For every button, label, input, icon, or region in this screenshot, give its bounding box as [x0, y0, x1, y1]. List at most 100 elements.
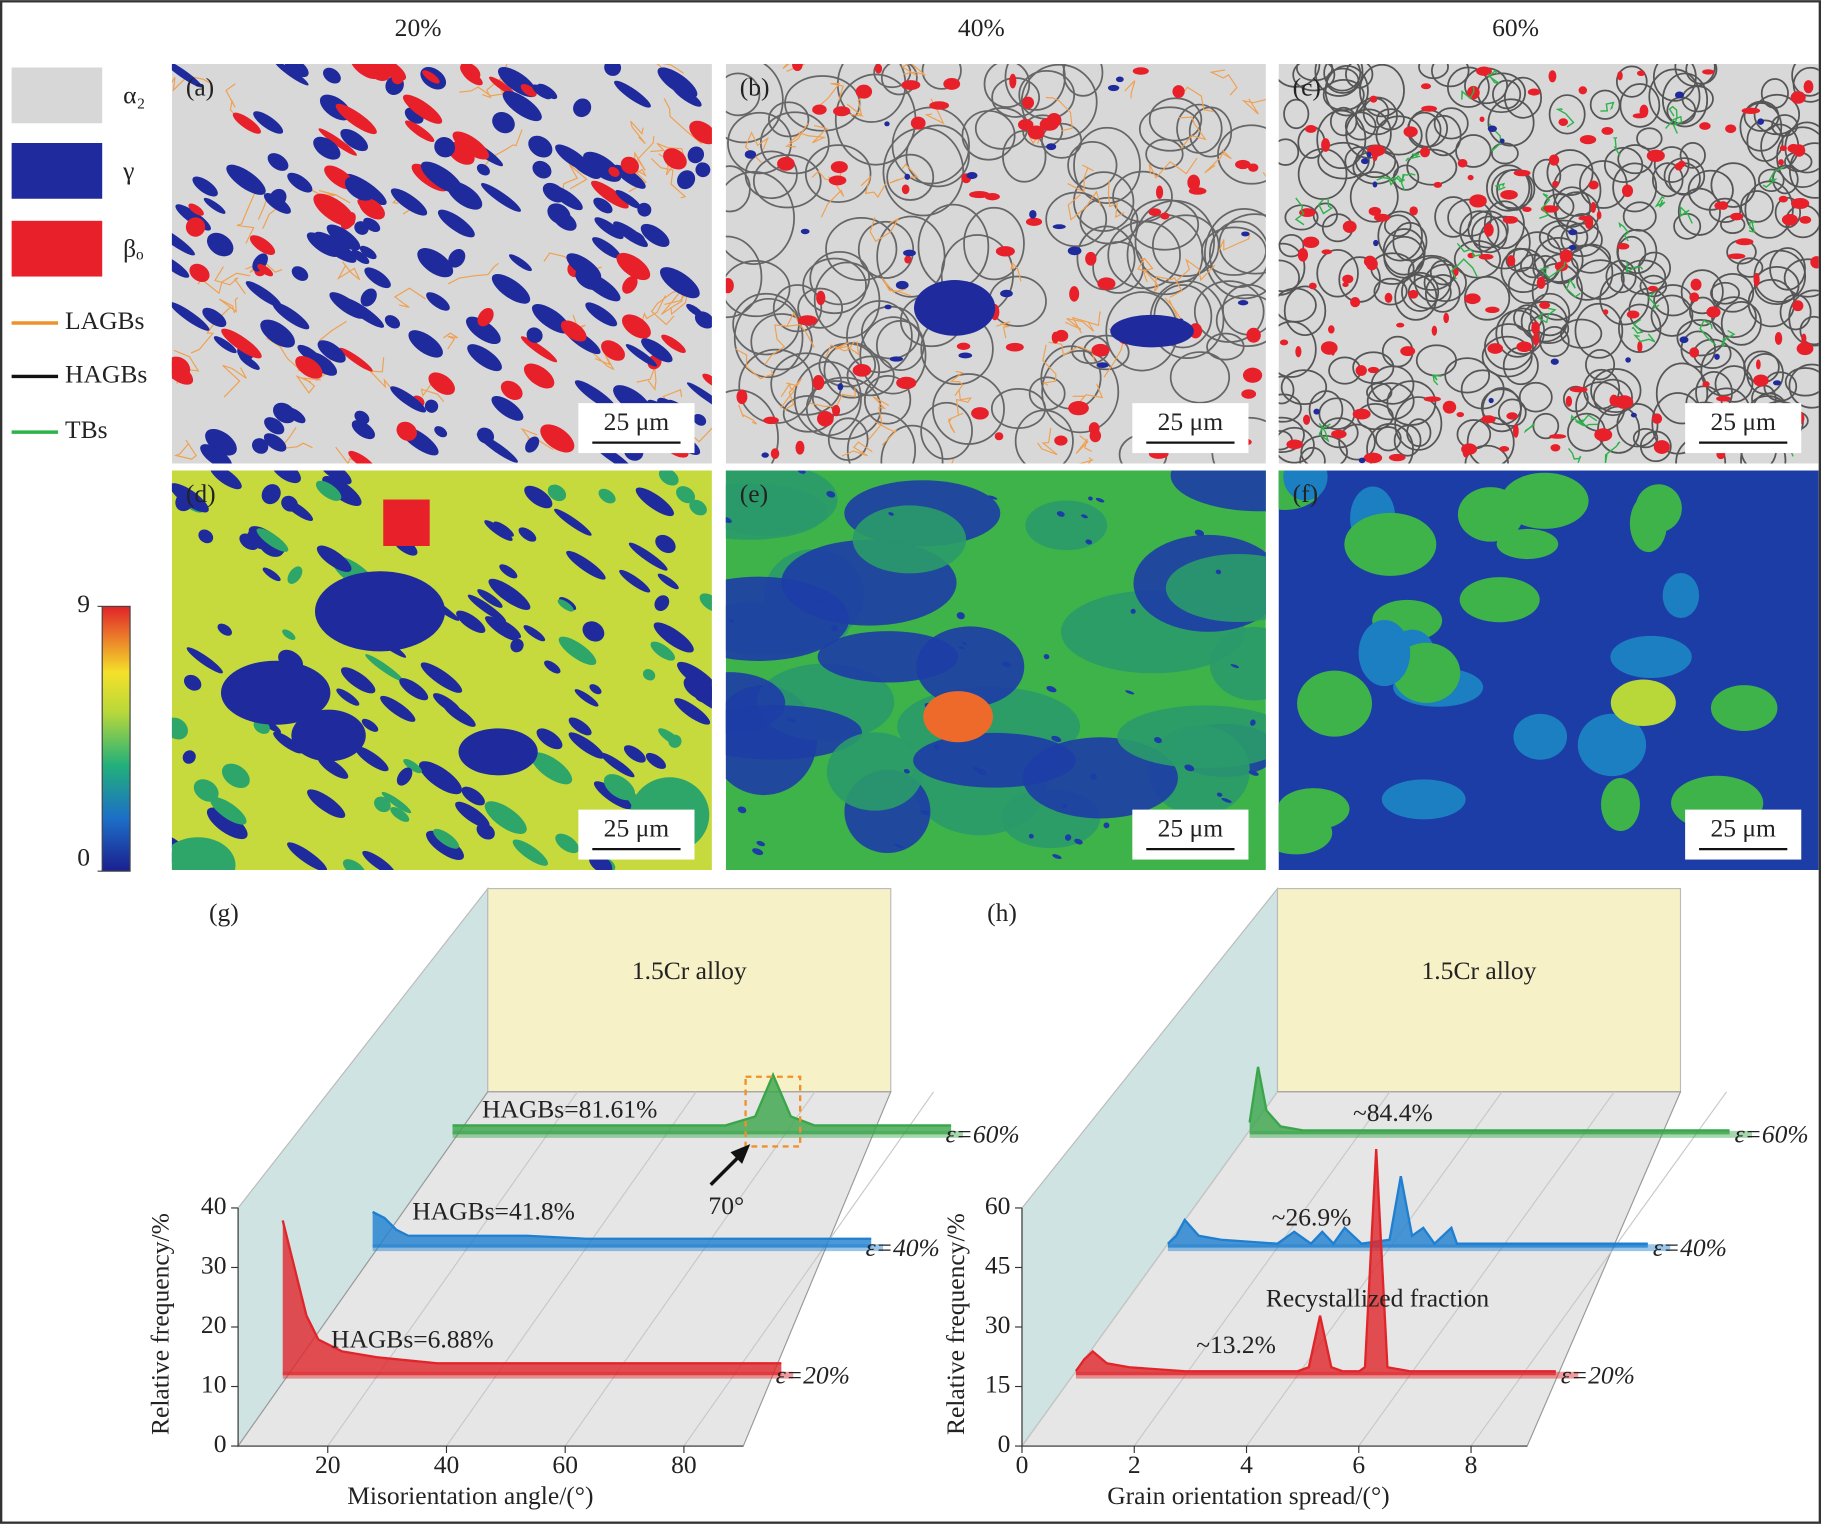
- grain-boundary: [1783, 258, 1819, 298]
- boundary: [650, 142, 687, 164]
- grain: [943, 78, 961, 90]
- grain-boundary: [1792, 66, 1819, 103]
- y-tick-label: 15: [985, 1369, 1011, 1398]
- grain-boundary: [1746, 353, 1784, 395]
- grain: [933, 744, 940, 750]
- grain-boundary: [767, 101, 810, 138]
- grain: [1699, 122, 1711, 130]
- grain: [737, 806, 747, 814]
- grain-boundary: [1322, 79, 1365, 112]
- grain: [689, 120, 712, 145]
- grain: [904, 255, 912, 264]
- grain-boundary: [1711, 272, 1755, 313]
- grain: [1216, 792, 1223, 797]
- boundary: [636, 367, 657, 391]
- boundary: [295, 375, 321, 394]
- boundary: [225, 83, 247, 128]
- grain: [1637, 70, 1646, 77]
- grain: [1799, 215, 1812, 224]
- panel-label: (d): [186, 479, 216, 508]
- grain: [1358, 619, 1411, 687]
- grain: [603, 774, 636, 801]
- grain: [1614, 395, 1634, 409]
- grain: [693, 413, 707, 426]
- grain-boundary: [1020, 64, 1098, 140]
- grain-boundary: [1278, 138, 1300, 166]
- boundary: [874, 421, 897, 446]
- boundary: [1665, 115, 1683, 134]
- grain: [1727, 253, 1746, 260]
- grain-boundary: [1316, 249, 1359, 298]
- grain: [481, 183, 521, 212]
- series-label: ε=60%: [946, 1120, 1020, 1149]
- grain: [1367, 144, 1386, 157]
- grain: [1735, 238, 1754, 246]
- grain-boundary: [1453, 240, 1502, 279]
- grain: [381, 791, 412, 814]
- grain: [1610, 679, 1676, 726]
- y-tick-label: 0: [998, 1429, 1011, 1458]
- map: [1278, 64, 1819, 464]
- grain: [558, 636, 597, 666]
- legend-swatch: [11, 142, 103, 199]
- grain-boundary: [1366, 382, 1415, 421]
- grain: [1757, 118, 1764, 125]
- boundary: [797, 125, 828, 144]
- boundary: [499, 64, 518, 91]
- grain: [1331, 429, 1347, 439]
- x-axis-label: Grain orientation spread/(°): [1107, 1481, 1389, 1510]
- boundary: [592, 352, 615, 371]
- grain: [699, 593, 712, 612]
- grain: [1054, 435, 1068, 446]
- boundary: [1570, 414, 1585, 427]
- grain: [598, 488, 616, 504]
- grain: [433, 828, 460, 849]
- grain: [832, 404, 841, 417]
- grid-line: [1021, 1091, 1278, 1447]
- grain: [287, 842, 328, 871]
- grain: [687, 146, 705, 164]
- grain: [532, 160, 552, 179]
- grain-boundary: [827, 417, 869, 461]
- grain-boundary: [1067, 141, 1118, 190]
- legend-label: TBs: [65, 415, 108, 444]
- grain: [1578, 86, 1588, 95]
- grain: [1130, 608, 1136, 614]
- grain: [1753, 374, 1769, 387]
- grain-boundary: [1507, 266, 1549, 305]
- boundary: [1153, 275, 1183, 298]
- grain: [344, 176, 374, 201]
- grain-boundary: [1278, 416, 1305, 454]
- grain: [1461, 443, 1478, 455]
- boundary: [1045, 96, 1073, 132]
- grain: [923, 691, 993, 743]
- grain: [1025, 217, 1043, 226]
- grain-boundary: [809, 251, 871, 306]
- grain-boundary: [750, 313, 813, 371]
- annotation: ~26.9%: [1272, 1202, 1352, 1231]
- grain: [426, 830, 464, 860]
- grain: [186, 647, 223, 674]
- grain: [1308, 282, 1317, 290]
- grid-line: [683, 1091, 935, 1447]
- grain: [434, 137, 456, 158]
- grain-boundary: [1338, 423, 1376, 461]
- grain-boundary: [1548, 94, 1586, 135]
- grain: [239, 533, 259, 551]
- grain: [1674, 91, 1685, 99]
- grain: [608, 166, 620, 178]
- grain: [795, 440, 805, 455]
- grain: [323, 67, 341, 84]
- grain: [913, 732, 1076, 788]
- grain: [568, 717, 592, 736]
- boundary: [1217, 233, 1251, 253]
- grain: [1209, 627, 1266, 701]
- grain: [434, 426, 448, 438]
- x-axis-label: Misorientation angle/(°): [347, 1481, 593, 1510]
- grain: [354, 221, 369, 235]
- grain: [1384, 292, 1393, 303]
- grain-boundary: [1045, 191, 1108, 248]
- grain: [221, 763, 250, 789]
- grain: [1000, 289, 1013, 298]
- grain: [1548, 154, 1560, 166]
